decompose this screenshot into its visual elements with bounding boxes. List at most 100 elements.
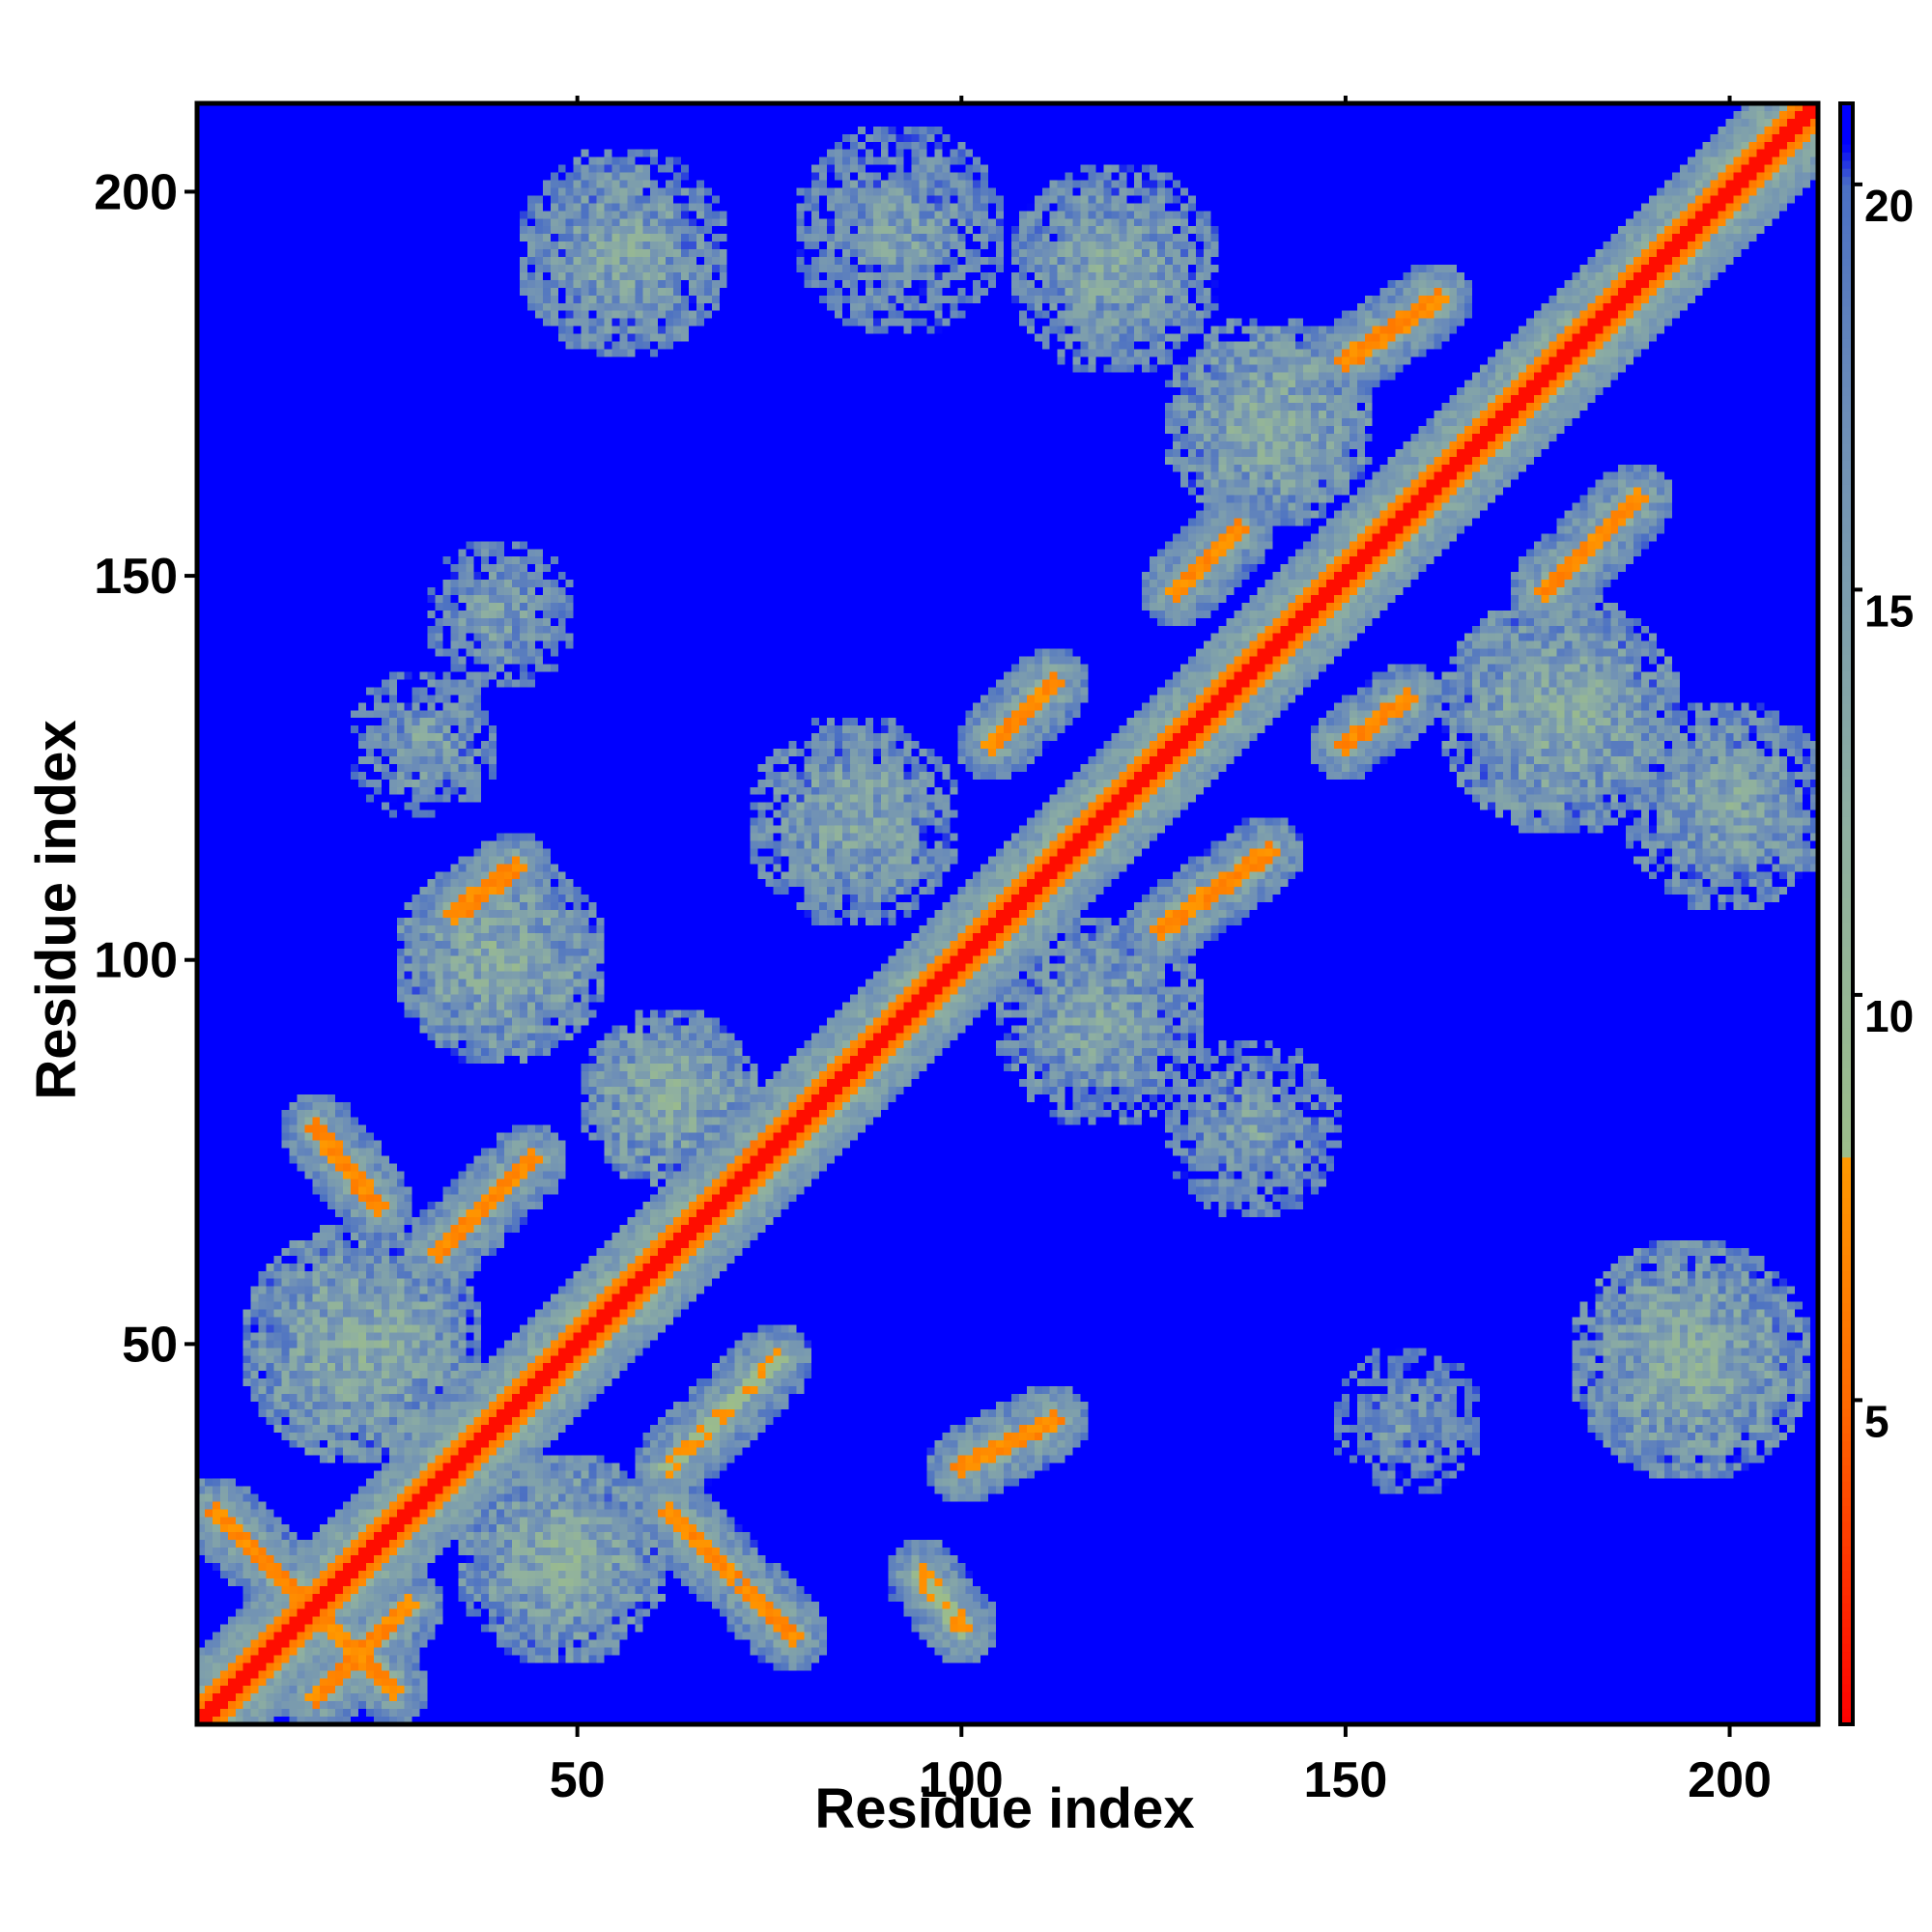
colorbar-segment <box>1840 1206 1853 1215</box>
colorbar-segment <box>1840 654 1853 664</box>
colorbar-segment <box>1840 1432 1853 1441</box>
colorbar-segment <box>1840 962 1853 972</box>
colorbar-tick-label: 5 <box>1864 1396 1889 1446</box>
colorbar-segment <box>1840 1538 1853 1548</box>
colorbar-segment <box>1840 1529 1853 1539</box>
colorbar-segment <box>1840 484 1853 494</box>
colorbar-segment <box>1840 265 1853 274</box>
colorbar-segment <box>1840 1067 1853 1077</box>
colorbar-segment <box>1840 914 1853 923</box>
colorbar-segment <box>1840 1075 1853 1085</box>
colorbar-segment <box>1840 241 1853 250</box>
colorbar-segment <box>1840 305 1853 315</box>
colorbar-segment <box>1840 582 1853 590</box>
colorbar-segment <box>1840 759 1853 769</box>
colorbar-segment <box>1840 1302 1853 1312</box>
colorbar-segment <box>1840 135 1853 145</box>
heatmap-cells <box>197 103 1818 1724</box>
colorbar-segment <box>1840 1505 1853 1515</box>
colorbar-tick-label: 10 <box>1864 991 1914 1041</box>
colorbar-segment <box>1840 1513 1853 1522</box>
colorbar-segment <box>1840 1400 1853 1409</box>
colorbar-segment <box>1840 329 1853 339</box>
colorbar-segment <box>1840 1489 1853 1498</box>
colorbar-segment <box>1840 1343 1853 1352</box>
colorbar-segment <box>1840 1254 1853 1264</box>
colorbar-segment <box>1840 152 1853 161</box>
colorbar-segment <box>1840 1230 1853 1239</box>
colorbar-segment <box>1840 1667 1853 1677</box>
colorbar-segment <box>1840 1472 1853 1482</box>
colorbar-segment <box>1840 111 1853 121</box>
colorbar-segment <box>1840 200 1853 210</box>
colorbar-segment <box>1840 727 1853 737</box>
colorbar: 5 10 15 20 <box>1838 101 1914 1726</box>
colorbar-segment <box>1840 1173 1853 1182</box>
colorbar-segment <box>1840 119 1853 128</box>
colorbar-segment <box>1840 646 1853 656</box>
colorbar-segment <box>1840 1586 1853 1596</box>
colorbar-segment <box>1840 1003 1853 1012</box>
colorbar-segment <box>1840 670 1853 680</box>
colorbar-segment <box>1840 403 1853 412</box>
colorbar-segment <box>1840 905 1853 915</box>
colorbar-segment <box>1840 468 1853 477</box>
colorbar-segment <box>1840 1448 1853 1458</box>
colorbar-segment <box>1840 1140 1853 1150</box>
colorbar-segment <box>1840 516 1853 526</box>
colorbar-segment <box>1840 273 1853 283</box>
colorbar-segment <box>1840 1424 1853 1434</box>
x-tick-label: 150 <box>1304 1752 1388 1808</box>
colorbar-segment <box>1840 743 1853 753</box>
colorbar-segment <box>1840 1221 1853 1231</box>
colorbar-segment <box>1840 500 1853 510</box>
colorbar-segment <box>1840 314 1853 324</box>
colorbar-segment <box>1840 1675 1853 1685</box>
colorbar-segment <box>1840 621 1853 631</box>
colorbar-segment <box>1840 1294 1853 1304</box>
colorbar-segment <box>1840 1124 1853 1134</box>
colorbar-segment <box>1840 1092 1853 1101</box>
colorbar-segment <box>1840 1262 1853 1271</box>
colorbar-segment <box>1840 840 1853 850</box>
colorbar-segment <box>1840 889 1853 898</box>
x-tick-label: 50 <box>550 1752 606 1808</box>
colorbar-segment <box>1840 953 1853 963</box>
colorbar-segment <box>1840 1286 1853 1295</box>
colorbar-segment <box>1840 833 1853 842</box>
colorbar-segment <box>1840 1116 1853 1125</box>
colorbar-segment <box>1840 281 1853 291</box>
colorbar-frame <box>1838 101 1855 1726</box>
x-tick-label: 100 <box>920 1752 1004 1808</box>
colorbar-segment <box>1840 1027 1853 1037</box>
colorbar-segment <box>1840 451 1853 461</box>
colorbar-segment <box>1840 1311 1853 1321</box>
heatmap-plot-area <box>197 103 1818 1724</box>
colorbar-segment <box>1840 168 1853 178</box>
colorbar-segment <box>1840 1570 1853 1579</box>
colorbar-segment <box>1840 1351 1853 1361</box>
colorbar-segment <box>1840 549 1853 558</box>
colorbar-segment <box>1840 1383 1853 1393</box>
colorbar-segment <box>1840 1180 1853 1190</box>
colorbar-segment <box>1840 216 1853 226</box>
colorbar-segment <box>1840 1684 1853 1693</box>
colorbar-segment <box>1840 338 1853 348</box>
plot-frame <box>194 100 1821 1727</box>
x-tick-label: 200 <box>1688 1752 1772 1808</box>
colorbar-segment <box>1840 209 1853 218</box>
colorbar-segment <box>1840 873 1853 883</box>
colorbar-segment <box>1840 233 1853 242</box>
colorbar-segment <box>1840 1603 1853 1612</box>
colorbar-segment <box>1840 752 1853 761</box>
colorbar-segment <box>1840 386 1853 396</box>
colorbar-segment <box>1840 1659 1853 1668</box>
colorbar-segment <box>1840 1367 1853 1377</box>
colorbar-segment <box>1840 224 1853 234</box>
colorbar-segment <box>1840 735 1853 745</box>
colorbar-segment <box>1840 322 1853 331</box>
colorbar-segment <box>1840 865 1853 874</box>
colorbar-segment <box>1840 1035 1853 1044</box>
colorbar-segment <box>1840 1335 1853 1345</box>
